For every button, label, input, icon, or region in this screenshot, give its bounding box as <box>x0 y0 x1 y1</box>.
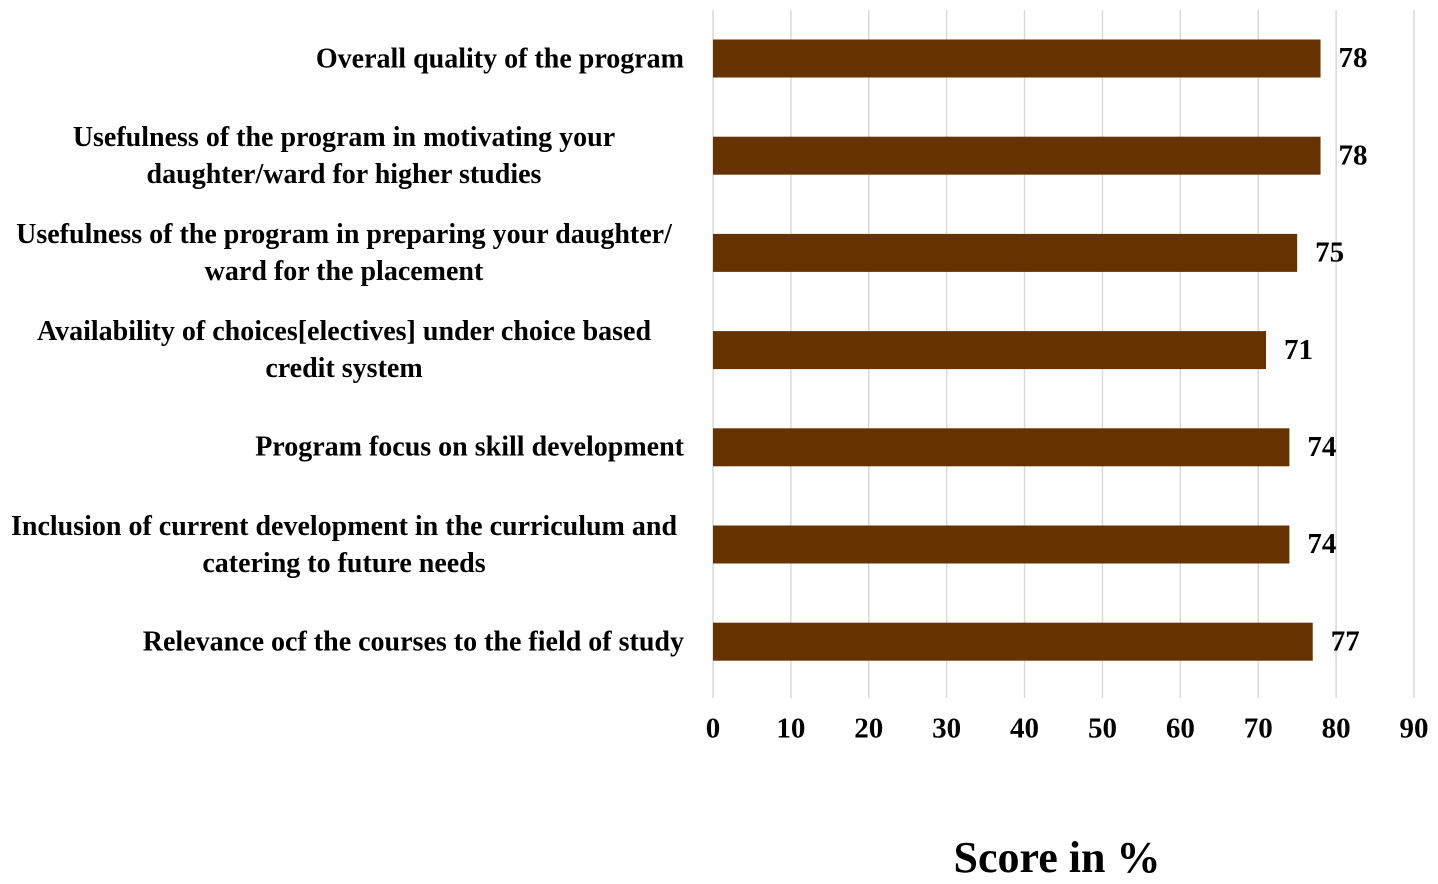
x-tick-label: 0 <box>706 713 721 745</box>
value-label: 71 <box>1284 334 1313 366</box>
value-label: 78 <box>1339 139 1368 171</box>
value-label: 74 <box>1307 528 1336 560</box>
x-tick-label: 40 <box>1010 713 1039 745</box>
bar <box>713 525 1290 564</box>
value-label: 77 <box>1331 625 1360 657</box>
category-label: Inclusion of current development in the … <box>10 510 678 579</box>
bar <box>713 233 1298 272</box>
value-label: 74 <box>1307 431 1336 463</box>
bar <box>713 331 1267 370</box>
x-axis-title: Score in % <box>954 833 1161 882</box>
category-label: Usefulness of the program in motivating … <box>72 121 616 190</box>
x-tick-label: 50 <box>1088 713 1117 745</box>
bar <box>713 136 1321 175</box>
x-tick-label: 80 <box>1322 713 1351 745</box>
value-label: 75 <box>1315 237 1344 269</box>
bar <box>713 622 1313 661</box>
x-tick-label: 60 <box>1166 713 1195 745</box>
x-tick-label: 90 <box>1400 713 1429 745</box>
x-tick-label: 20 <box>854 713 883 745</box>
bar <box>713 428 1290 467</box>
category-label: Availability of choices[electives] under… <box>36 316 652 385</box>
x-tick-label: 10 <box>776 713 805 745</box>
category-label: Overall quality of the program <box>315 43 684 74</box>
bar <box>713 39 1321 78</box>
category-label: Relevance ocf the courses to the field o… <box>142 626 684 658</box>
category-label: Program focus on skill development <box>255 431 684 463</box>
x-tick-label: 30 <box>932 713 961 745</box>
x-tick-label: 70 <box>1244 713 1273 745</box>
value-label: 78 <box>1339 42 1368 74</box>
category-label: Usefulness of the program in preparing y… <box>16 218 672 287</box>
